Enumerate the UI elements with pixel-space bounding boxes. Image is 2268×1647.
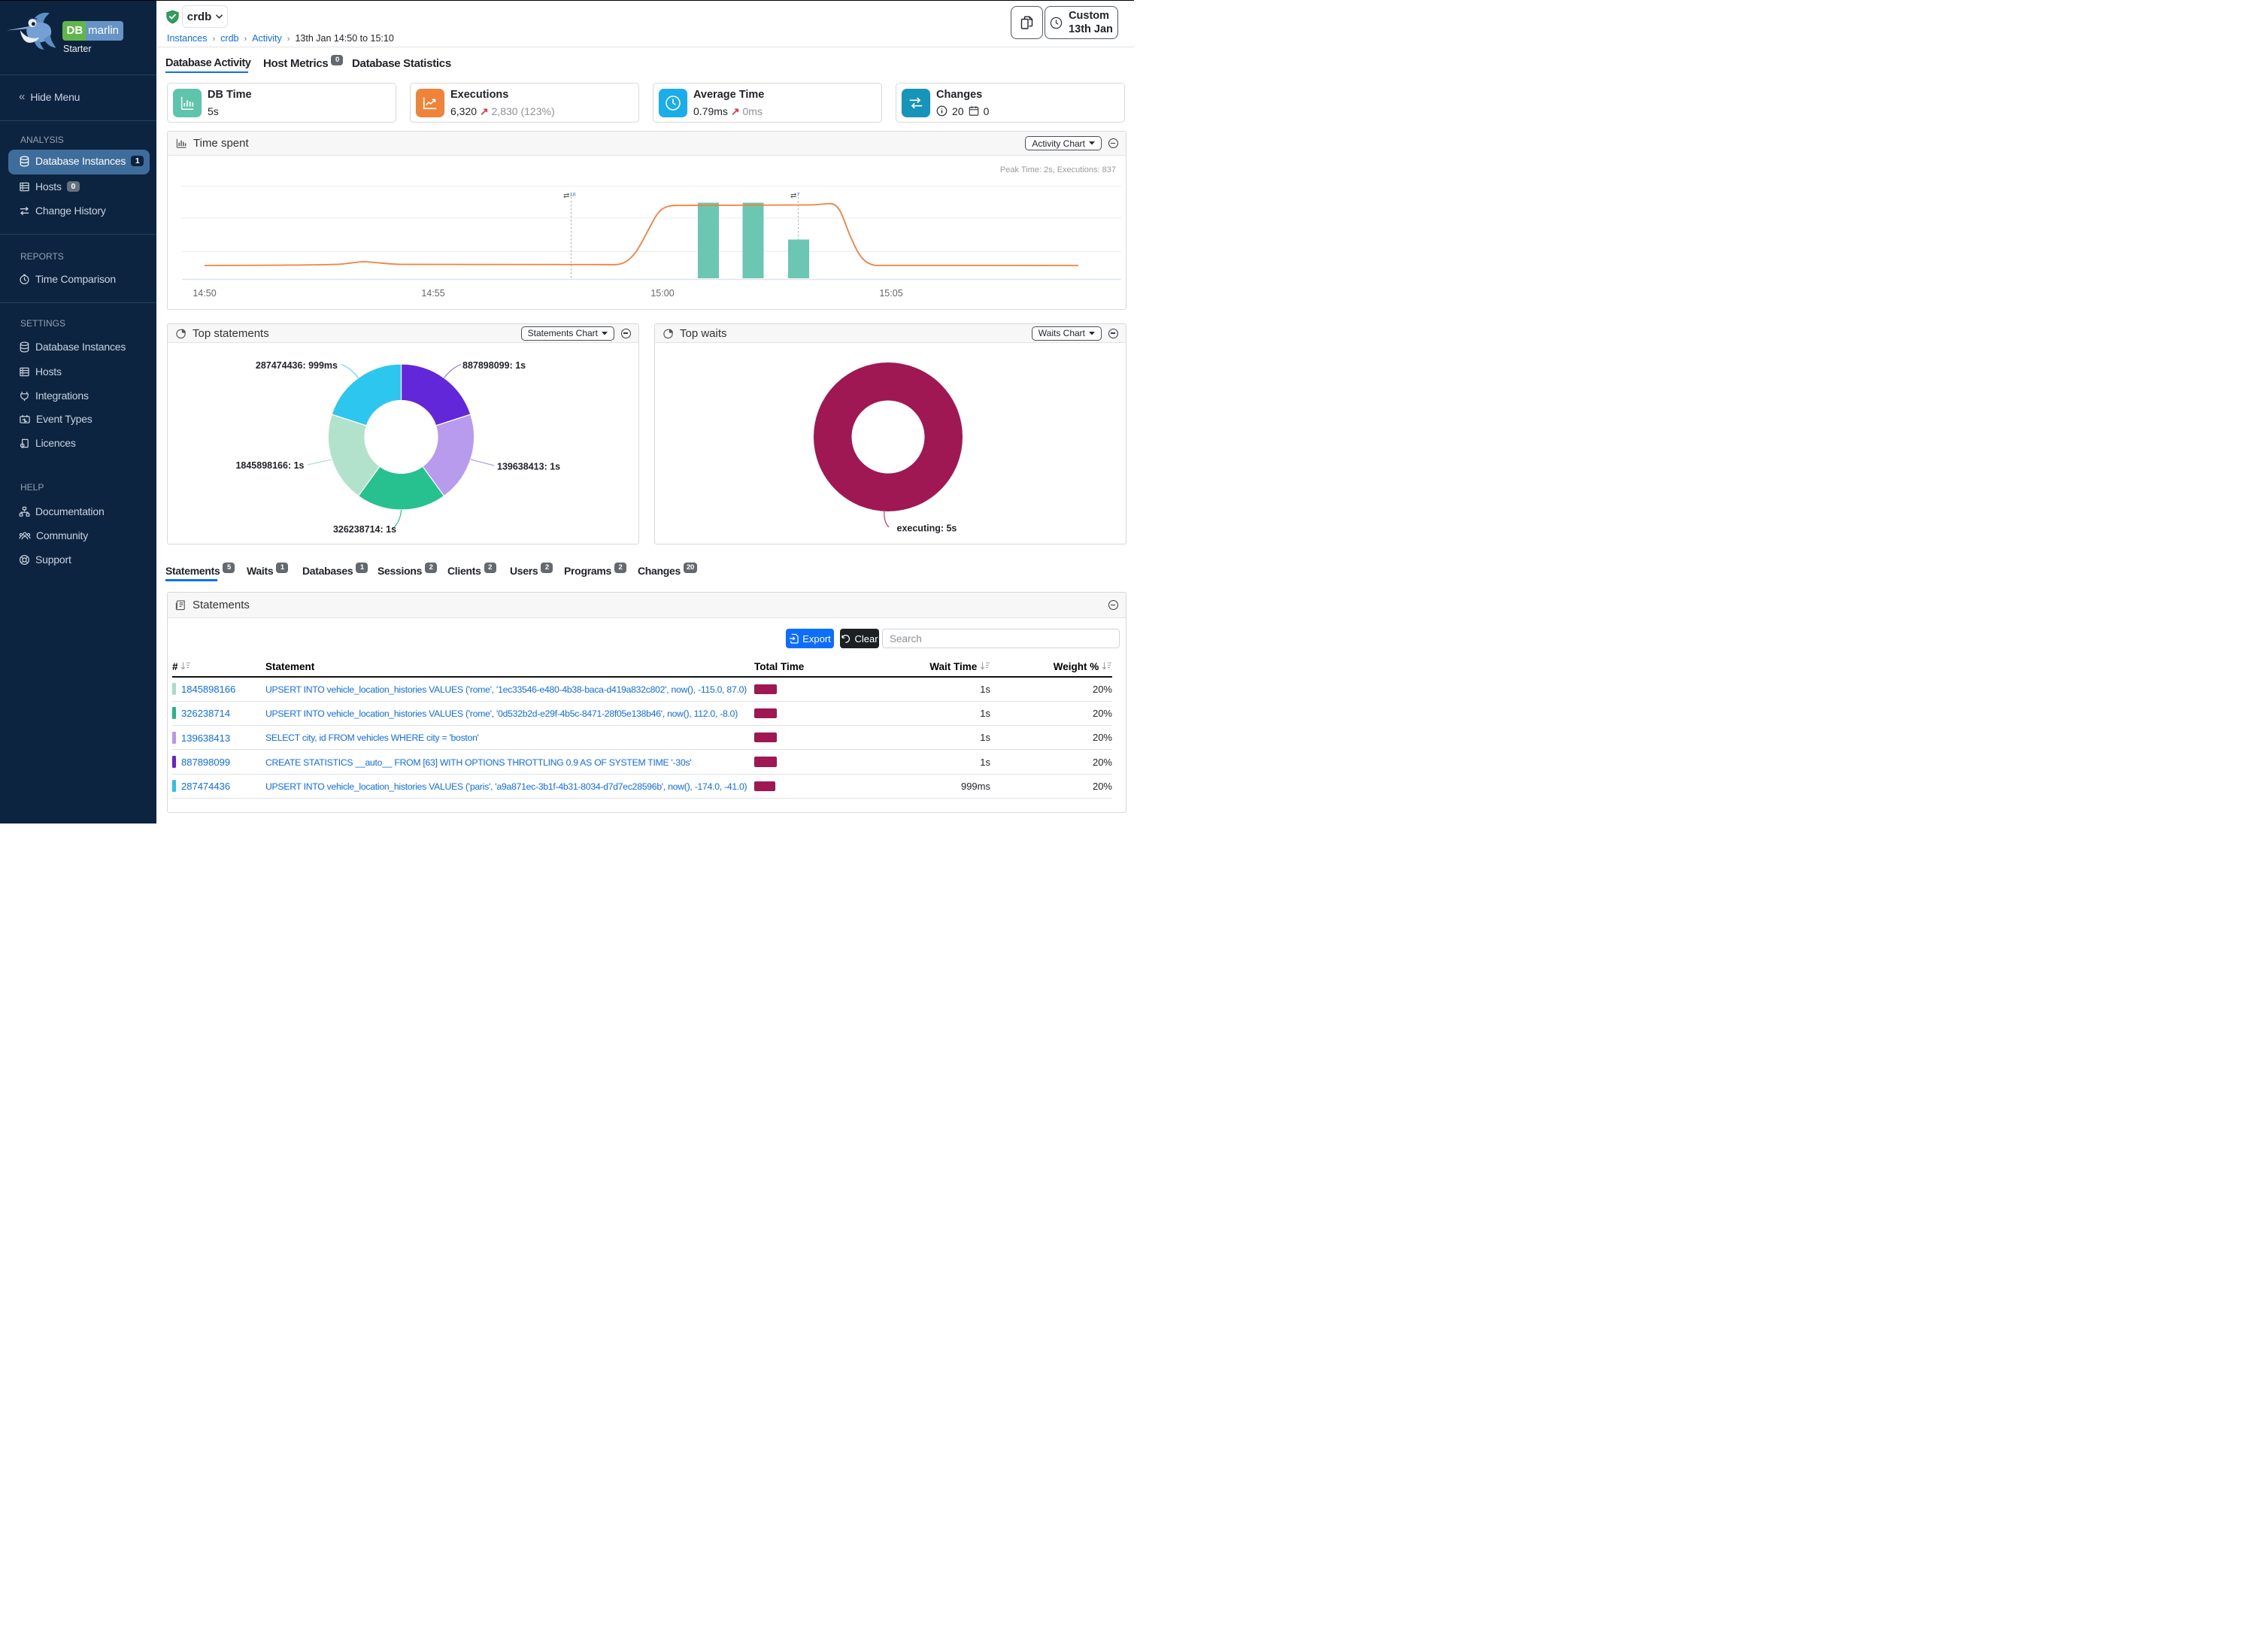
svg-text:326238714: 1s: 326238714: 1s <box>333 524 396 535</box>
svg-text:139638413: 1s: 139638413: 1s <box>497 462 560 472</box>
svg-text:executing: 5s: executing: 5s <box>897 523 957 534</box>
svg-text:15:00: 15:00 <box>650 288 674 299</box>
svg-text:287474436: 999ms: 287474436: 999ms <box>256 360 338 371</box>
svg-text:887898099: 1s: 887898099: 1s <box>462 360 526 371</box>
svg-text:Peak Time: 2s, Executions: 837: Peak Time: 2s, Executions: 837 <box>1000 165 1116 174</box>
svg-text:14:50: 14:50 <box>193 288 216 299</box>
svg-text:⇄18: ⇄18 <box>563 191 576 200</box>
svg-text:14:55: 14:55 <box>421 288 444 299</box>
svg-text:15:05: 15:05 <box>879 288 902 299</box>
svg-text:1845898166: 1s: 1845898166: 1s <box>235 460 304 471</box>
